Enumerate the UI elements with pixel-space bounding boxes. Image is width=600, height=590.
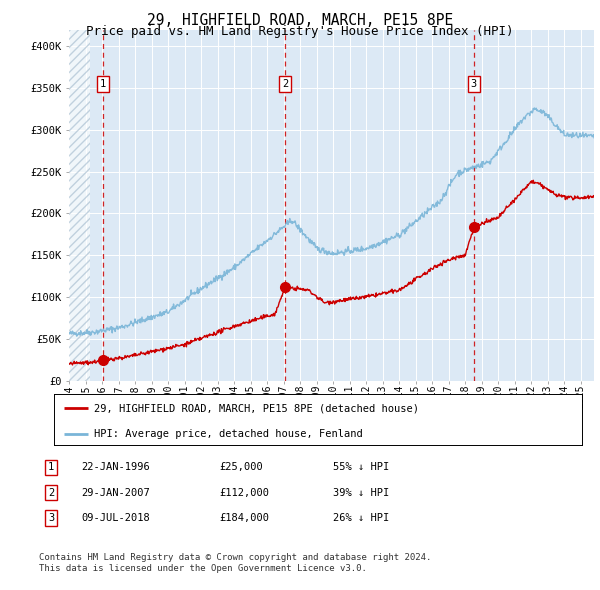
Text: 29, HIGHFIELD ROAD, MARCH, PE15 8PE: 29, HIGHFIELD ROAD, MARCH, PE15 8PE [147, 13, 453, 28]
Text: 2: 2 [48, 488, 54, 497]
Text: £112,000: £112,000 [219, 488, 269, 497]
Text: This data is licensed under the Open Government Licence v3.0.: This data is licensed under the Open Gov… [39, 565, 367, 573]
Text: 1: 1 [100, 79, 106, 89]
Text: Price paid vs. HM Land Registry's House Price Index (HPI): Price paid vs. HM Land Registry's House … [86, 25, 514, 38]
Text: 26% ↓ HPI: 26% ↓ HPI [333, 513, 389, 523]
Text: 09-JUL-2018: 09-JUL-2018 [81, 513, 150, 523]
Text: £184,000: £184,000 [219, 513, 269, 523]
Text: 29, HIGHFIELD ROAD, MARCH, PE15 8PE (detached house): 29, HIGHFIELD ROAD, MARCH, PE15 8PE (det… [94, 403, 419, 413]
Text: 39% ↓ HPI: 39% ↓ HPI [333, 488, 389, 497]
Bar [69, 30, 91, 381]
Text: 22-JAN-1996: 22-JAN-1996 [81, 463, 150, 472]
Text: 3: 3 [48, 513, 54, 523]
Text: Contains HM Land Registry data © Crown copyright and database right 2024.: Contains HM Land Registry data © Crown c… [39, 553, 431, 562]
Text: 29-JAN-2007: 29-JAN-2007 [81, 488, 150, 497]
Text: HPI: Average price, detached house, Fenland: HPI: Average price, detached house, Fenl… [94, 429, 362, 439]
Text: 1: 1 [48, 463, 54, 472]
Text: 3: 3 [470, 79, 477, 89]
Text: 2: 2 [282, 79, 288, 89]
Text: £25,000: £25,000 [219, 463, 263, 472]
Text: 55% ↓ HPI: 55% ↓ HPI [333, 463, 389, 472]
